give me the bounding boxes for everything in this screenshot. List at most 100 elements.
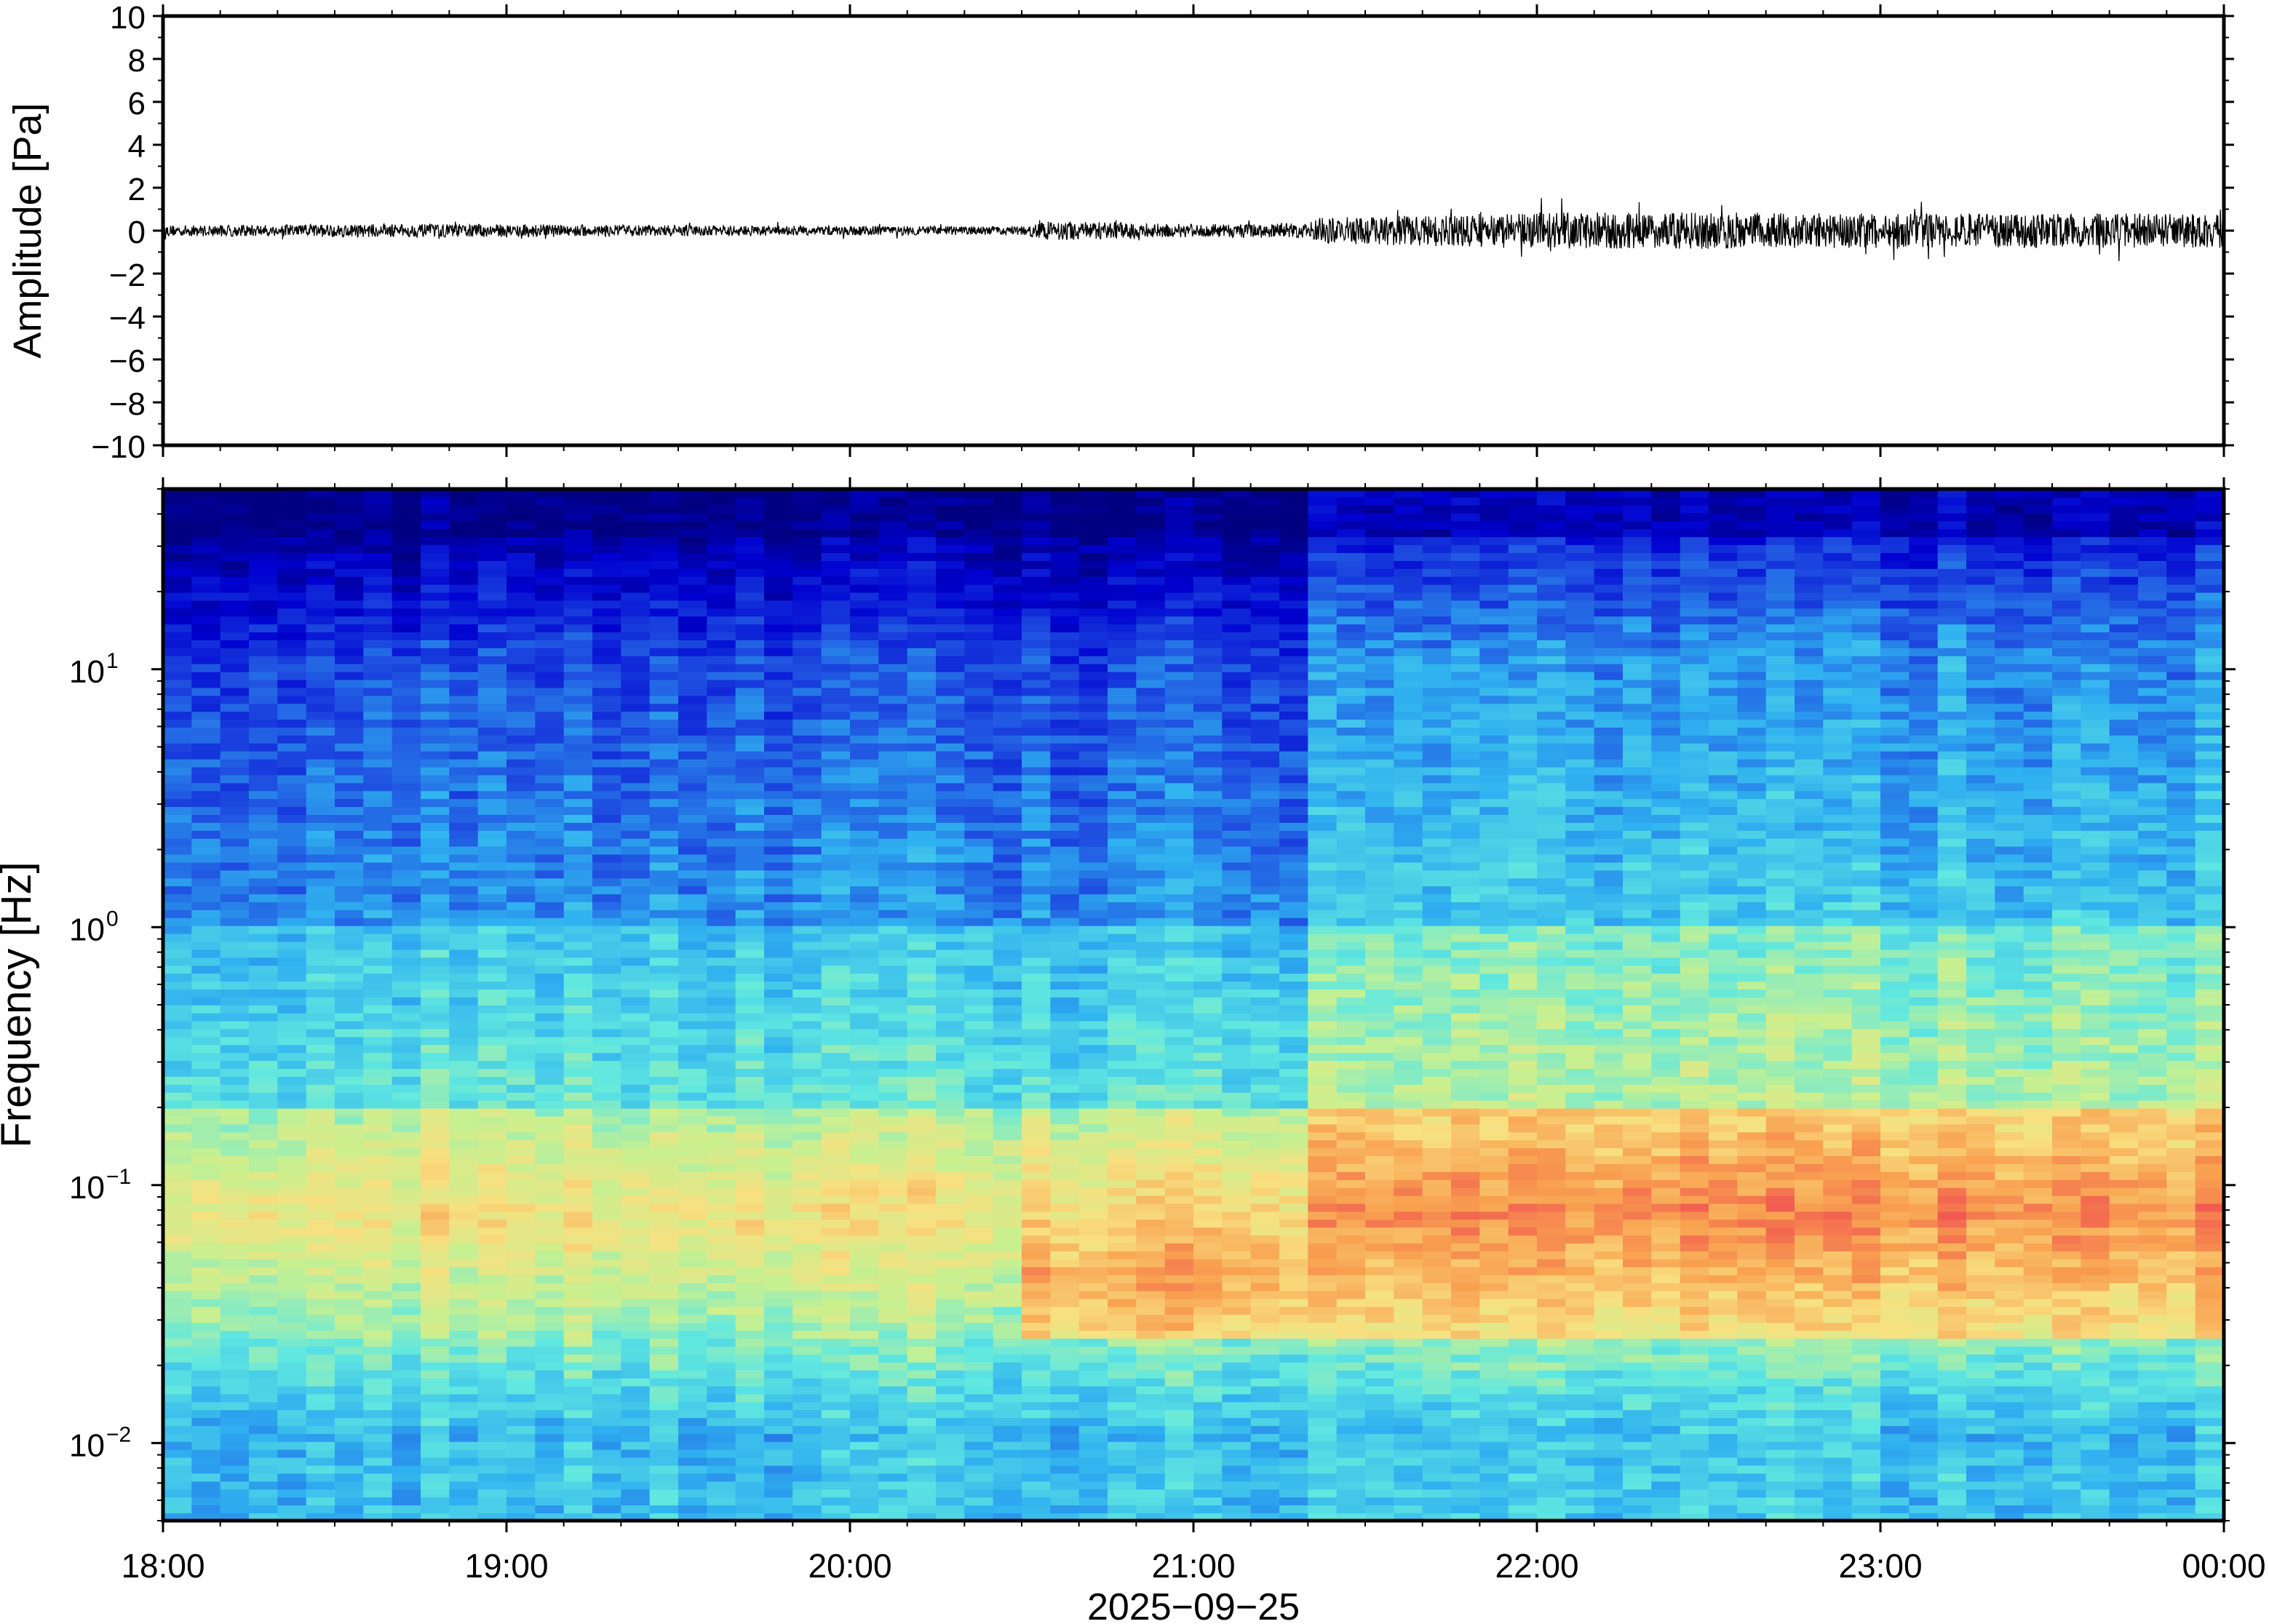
spectrogram-cell	[277, 814, 307, 823]
spectrogram-cell	[792, 1099, 822, 1109]
spectrogram-cell	[621, 1298, 651, 1307]
spectrogram-cell	[850, 1163, 880, 1172]
spectrogram-cell	[1078, 877, 1108, 887]
spectrogram-cell	[1050, 616, 1080, 625]
spectrogram-cell	[649, 1441, 679, 1450]
spectrogram-cell	[163, 552, 193, 561]
spectrogram-cell	[621, 1259, 651, 1267]
spectrogram-cell	[1108, 592, 1137, 601]
spectrogram-cell	[392, 1441, 421, 1450]
spectrogram-cell	[621, 1060, 651, 1070]
spectrogram-cell	[392, 1457, 421, 1466]
spectrogram-cell	[163, 671, 193, 680]
spectrogram-cell	[964, 893, 994, 902]
spectrogram-cell	[649, 877, 679, 887]
spectrogram-cell	[993, 608, 1022, 617]
spectrogram-cell	[621, 822, 651, 831]
spectrogram-cell	[821, 1259, 851, 1267]
spectrogram-cell	[363, 1353, 393, 1363]
spectrogram-cell	[592, 981, 622, 990]
spectrogram-cell	[1050, 1195, 1080, 1204]
spectrogram-cell	[678, 1107, 708, 1117]
spectrogram-cell	[592, 1513, 622, 1521]
spectrogram-cell	[764, 679, 794, 688]
spectrogram-cell	[392, 1044, 421, 1054]
spectrogram-cell	[277, 1465, 307, 1474]
spectrogram-cell	[163, 901, 193, 910]
spectrogram-cell	[649, 664, 679, 672]
spectrogram-cell	[1164, 1282, 1194, 1291]
spectrogram-cell	[678, 837, 708, 847]
spectrogram-cell	[1022, 1195, 1052, 1204]
spectrogram-cell	[878, 1441, 908, 1450]
spectrogram-cell	[936, 853, 966, 863]
spectrogram-cell	[678, 1251, 708, 1259]
spectrogram-cell	[707, 853, 736, 863]
spectrogram-cell	[249, 1052, 279, 1062]
spectrogram-cell	[1050, 1036, 1080, 1046]
spectrogram-cell	[220, 1060, 250, 1070]
spectrogram-cell	[335, 632, 365, 640]
spectrogram-cell	[421, 1489, 450, 1498]
spectrogram-cell	[163, 933, 193, 942]
spectrogram-cell	[649, 560, 679, 569]
spectrogram-cell	[764, 1497, 794, 1505]
spectrogram-cell	[964, 869, 994, 879]
spectrogram-cell	[964, 925, 994, 934]
spectrogram-cell	[735, 869, 765, 879]
spectrogram-cell	[163, 1441, 193, 1450]
spectrogram-cell	[936, 774, 966, 784]
spectrogram-cell	[363, 1211, 393, 1220]
spectrogram-cell	[621, 616, 651, 625]
spectrogram-cell	[1222, 1322, 1252, 1331]
spectrogram-cell	[363, 512, 393, 522]
spectrogram-cell	[1078, 981, 1108, 990]
spectrogram-cell	[1108, 1441, 1137, 1450]
spectrogram-cell	[1078, 1020, 1108, 1030]
spectrogram-cell	[449, 1052, 479, 1062]
spectrogram-cell	[1136, 949, 1166, 958]
spectrogram-cell	[335, 1179, 365, 1188]
spectrogram-cell	[735, 751, 765, 760]
spectrogram-cell	[1222, 1385, 1252, 1395]
spectrogram-cell	[792, 1513, 822, 1521]
spectrogram-cell	[1108, 1505, 1137, 1513]
spectrogram-cell	[392, 806, 421, 815]
spectrogram-cell	[707, 1259, 736, 1267]
spectrogram-cell	[306, 837, 335, 847]
spectrogram-cell	[621, 1465, 651, 1474]
spectrogram-cell	[191, 703, 221, 712]
spectrogram-cell	[1078, 1005, 1108, 1014]
spectrogram-cell	[249, 695, 279, 704]
spectrogram-cell	[821, 1314, 851, 1324]
spectrogram-cell	[392, 1147, 421, 1156]
spectrogram-cell	[850, 703, 880, 712]
spectrogram-cell	[277, 576, 307, 585]
spectrogram-cell	[306, 1187, 335, 1196]
spectrogram-cell	[964, 1259, 994, 1267]
spectrogram-cell	[363, 1465, 393, 1474]
spectrogram-cell	[335, 1028, 365, 1038]
spectrogram-cell	[1022, 901, 1052, 910]
spectrogram-cell	[506, 1489, 536, 1498]
spectrogram-cell	[477, 798, 507, 808]
spectrogram-cell	[563, 1393, 593, 1403]
spectrogram-cell	[191, 1298, 221, 1307]
spectrogram-cell	[335, 743, 365, 752]
spectrogram-cell	[506, 1235, 536, 1243]
spectrogram-cell	[191, 1259, 221, 1267]
spectrogram-cell	[1222, 1401, 1252, 1411]
spectrogram-cell	[936, 869, 966, 879]
spectrogram-cell	[1164, 1346, 1194, 1355]
spectrogram-cell	[1108, 1377, 1137, 1387]
spectrogram-cell	[220, 504, 250, 514]
spectrogram-cell	[792, 576, 822, 585]
spectrogram-cell	[1193, 1385, 1223, 1395]
spectrogram-cell	[392, 1314, 421, 1324]
spectrogram-cell	[449, 1163, 479, 1172]
spectrogram-cell	[191, 1489, 221, 1498]
spectrogram-cell	[277, 861, 307, 871]
spectrogram-cell	[1222, 1306, 1252, 1315]
spectrogram-cell	[563, 671, 593, 680]
spectrogram-cell	[563, 1274, 593, 1283]
